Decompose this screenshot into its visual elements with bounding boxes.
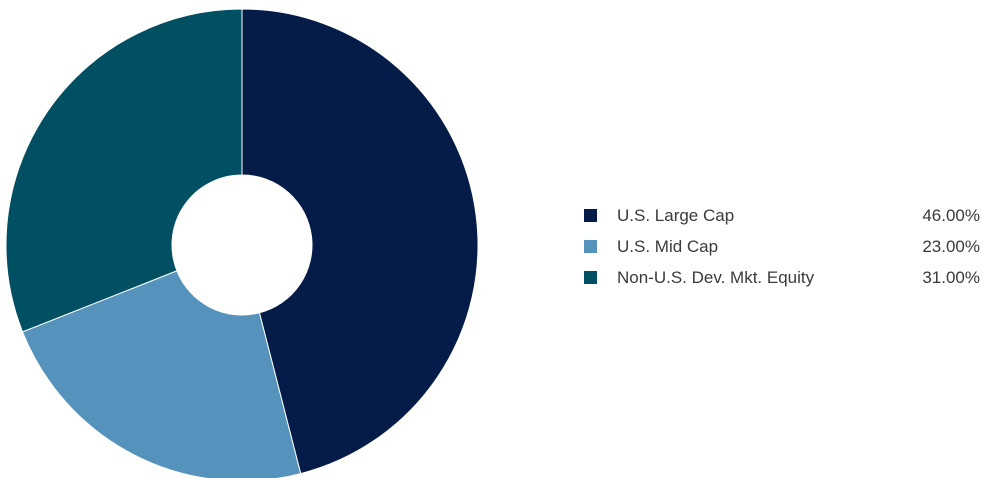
legend-item-us-mid-cap: U.S. Mid Cap 23.00% [584, 231, 982, 262]
donut-slice-non-u-s-dev-mkt-equity [5, 8, 243, 333]
donut-slice-u-s-mid-cap [21, 270, 302, 478]
legend-label: U.S. Large Cap [617, 205, 735, 225]
legend-value: 31.00% [922, 267, 980, 287]
donut-slice-u-s-large-cap [241, 8, 479, 475]
legend-item-us-large-cap: U.S. Large Cap 46.00% [584, 200, 982, 231]
legend-swatch [584, 209, 597, 222]
chart-legend: U.S. Large Cap 46.00% U.S. Mid Cap 23.00… [584, 200, 982, 293]
legend-label: U.S. Mid Cap [617, 236, 719, 256]
donut-slices [5, 8, 479, 478]
legend-value: 23.00% [922, 236, 980, 256]
legend-swatch [584, 271, 597, 284]
legend-value: 46.00% [922, 205, 980, 225]
legend-item-non-us-dev-mkt-equity: Non-U.S. Dev. Mkt. Equity 31.00% [584, 262, 982, 293]
legend-label: Non-U.S. Dev. Mkt. Equity [617, 267, 815, 287]
legend-swatch [584, 240, 597, 253]
